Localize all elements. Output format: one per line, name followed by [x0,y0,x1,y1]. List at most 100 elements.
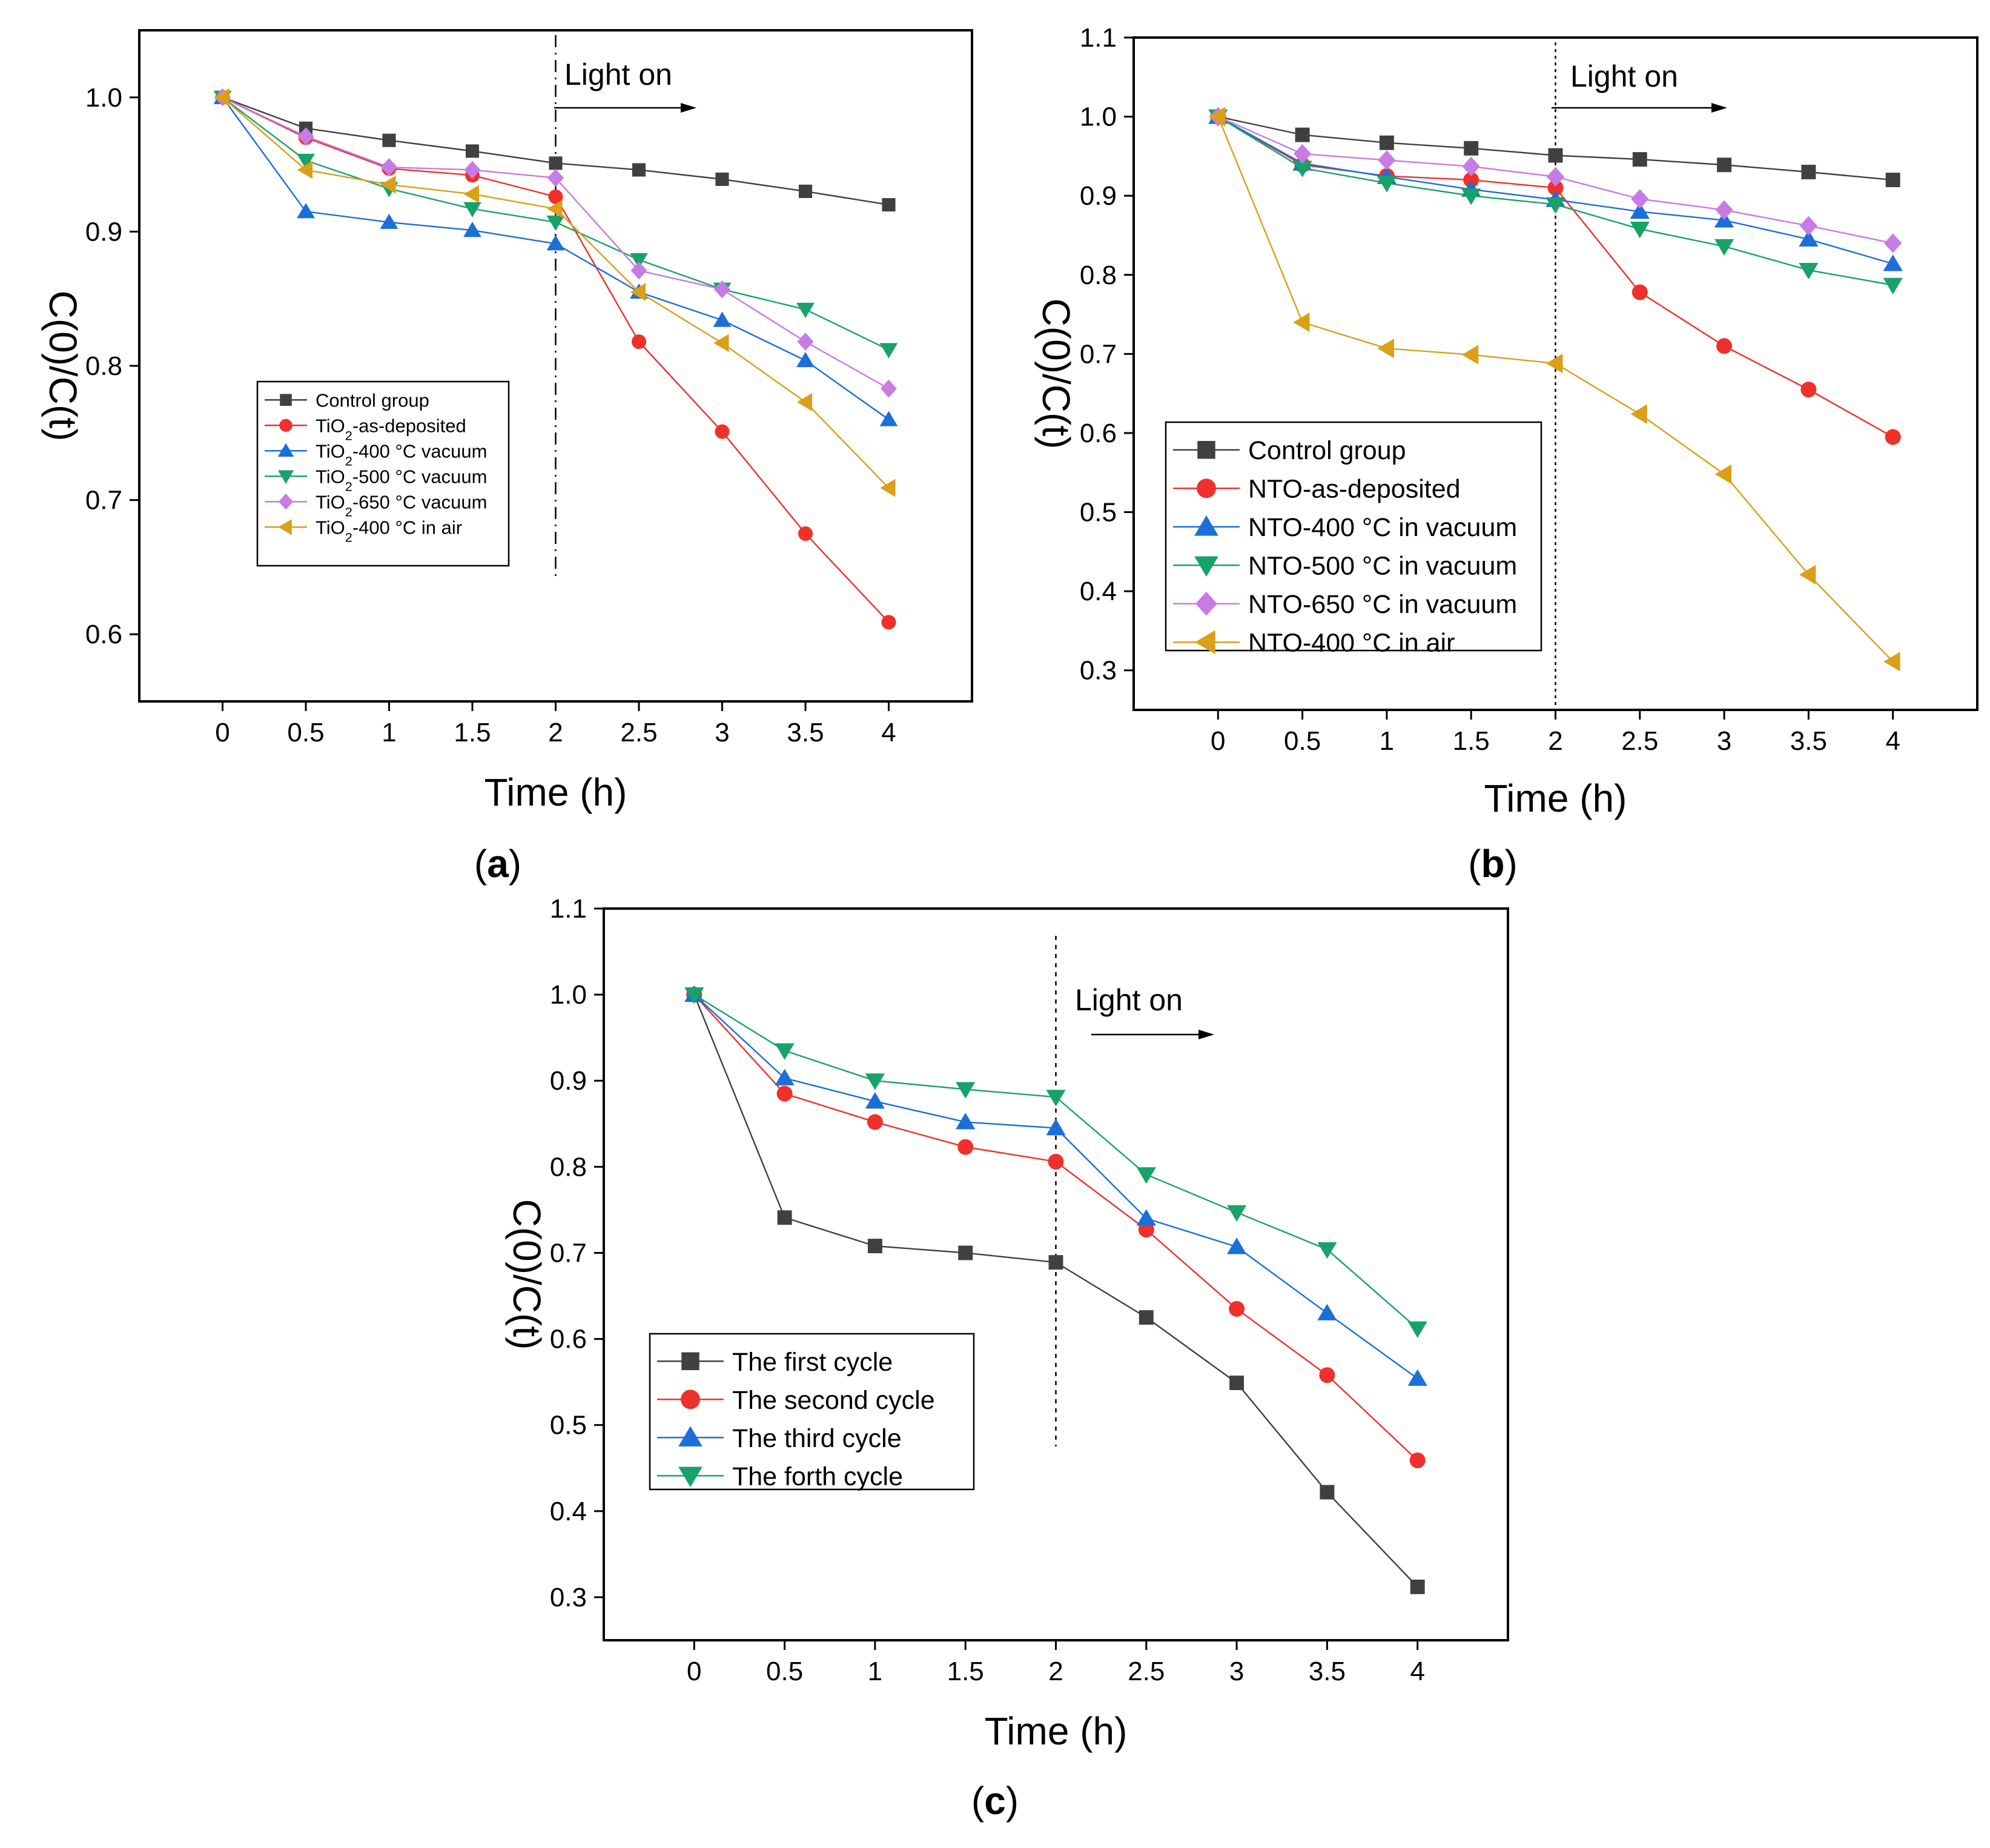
legend-box [256,380,510,567]
legend-label: TiO2-500 °C vacuum [316,466,487,494]
data-point [775,1043,795,1060]
light-on-label: Light on [1075,983,1183,1017]
data-point [684,987,704,1004]
y-tick-label: 0.6 [550,1325,587,1354]
data-point [1799,262,1819,280]
x-tick-label: 1.5 [1453,726,1490,756]
data-point [1138,1222,1154,1238]
data-point [1801,165,1816,179]
y-axis-title: C(0)/C(t) [505,1199,549,1350]
legend-marker [678,1426,702,1447]
legend-label: TiO2-400 °C vacuum [316,440,487,468]
data-point [714,280,730,299]
y-tick-label: 1.1 [1080,23,1117,53]
data-point [1409,1452,1426,1468]
x-tick-label: 2 [1548,726,1562,756]
x-tick-label: 0 [215,718,230,747]
data-point [1046,1119,1066,1136]
x-tick-label: 3.5 [1790,726,1827,756]
data-point [1717,157,1732,173]
data-point [1630,202,1650,219]
data-point [1407,1321,1427,1338]
x-tick-label: 1 [382,718,396,747]
y-tick-label: 0.8 [1080,260,1117,290]
x-axis-title: Time (h) [484,770,627,814]
data-point [465,144,480,158]
data-point [1229,1376,1245,1391]
legend-marker [279,419,293,432]
y-tick-label: 0.8 [550,1152,587,1182]
data-point [1317,1303,1337,1320]
data-point [1883,652,1900,672]
data-point [382,133,396,147]
data-point [796,302,815,319]
data-point [879,411,898,426]
x-tick-label: 2 [548,718,563,747]
data-point [1632,152,1647,167]
x-tick-label: 1 [1380,726,1394,756]
data-point [1410,1579,1425,1594]
legend-marker [277,443,294,457]
data-point [1546,353,1563,374]
data-point [958,1245,973,1260]
chart-panel-b: 0 0.5 1 1.5 2 2.5 3 3.5 4 0.3 0.4 0.5 0.6 0.7 0.8 0.9 1.… [1034,23,1978,886]
legend: Control group NTO-as-deposited NTO-400 °C … [1165,421,1542,658]
data-point [546,235,565,251]
legend-marker [1197,441,1215,459]
legend-marker [1194,556,1218,577]
x-tick-label: 2.5 [1621,726,1658,756]
y-tick-label: 0.5 [1080,498,1117,528]
legend-marker [681,1352,699,1371]
legend-label: The forth cycle [732,1462,903,1491]
chart-panel-c: 0 0.5 1 1.5 2 2.5 3 3.5 4 0.3 0.4 0.5 0.6 0.7 0.8 0.9 1.… [505,894,1509,1823]
data-point [956,1113,976,1130]
data-point [865,1092,885,1109]
data-point [1547,180,1564,196]
data-point [776,1085,793,1102]
data-point [867,1239,882,1254]
y-tick-label: 1.0 [550,980,587,1010]
y-tick-label: 1.0 [1080,102,1117,132]
x-tick-label: 1 [868,1657,882,1686]
y-tick-label: 0.8 [85,351,122,381]
data-point [796,392,813,411]
data-point [1716,338,1733,354]
legend-marker [1195,630,1215,655]
data-point [1226,1237,1247,1254]
legend-marker [277,470,294,484]
legend-label: NTO-650 °C in vacuum [1248,590,1517,619]
data-point [713,311,732,327]
data-point [867,1114,883,1130]
data-point [1463,172,1479,188]
data-point [1226,1205,1247,1222]
legend-label: The first cycle [732,1348,893,1377]
data-point [1136,1167,1156,1184]
x-tick-label: 0 [1211,726,1225,756]
y-tick-label: 1.0 [85,83,122,113]
legend-box [1165,421,1542,652]
light-on-arrow-head [1711,103,1727,113]
x-tick-label: 3 [1717,726,1731,756]
y-axis-title: C(0)/C(t) [41,291,85,442]
data-point [463,185,480,204]
data-point [798,526,813,541]
legend-label: The third cycle [732,1424,902,1453]
panel-label: (b) [1468,842,1518,886]
data-point [1046,1090,1066,1107]
legend-label: TiO2-400 °C in air [316,517,462,545]
x-tick-label: 2 [1048,1657,1063,1686]
data-point [1461,345,1479,365]
data-point [549,156,563,170]
data-point [1630,404,1647,424]
data-point [1461,188,1481,205]
y-tick-label: 0.9 [550,1066,587,1096]
data-point [1885,429,1901,445]
data-point [1379,135,1394,150]
data-point [1545,197,1565,214]
x-tick-label: 4 [1885,726,1900,756]
light-on-label: Light on [564,58,672,91]
y-tick-label: 0.7 [85,486,122,515]
y-axis-title: C(0)/C(t) [1034,299,1078,449]
data-point [1714,239,1734,256]
